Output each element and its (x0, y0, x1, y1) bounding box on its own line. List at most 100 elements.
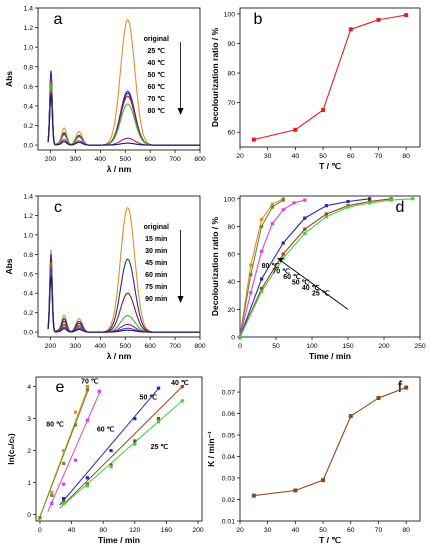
data-point (260, 217, 264, 222)
data-point (270, 202, 274, 206)
data-point (85, 385, 89, 389)
data-point (346, 205, 350, 209)
x-axis-label: T / ℃ (319, 161, 341, 171)
data-point (156, 420, 161, 424)
x-tick-label: 200 (192, 527, 204, 534)
data-point (73, 410, 78, 414)
trend-arrow (277, 257, 349, 310)
y-tick-label: 2 (27, 448, 31, 455)
x-tick-label: 600 (144, 343, 156, 350)
x-tick-label: 50 (272, 343, 280, 350)
y-tick-label: 0.4 (24, 291, 34, 298)
plot-frame (37, 195, 201, 338)
y-tick-label: 100 (224, 11, 236, 18)
x-tick-label: 100 (306, 343, 318, 350)
legend-label: original (144, 36, 169, 43)
y-tick-label: 0.8 (24, 252, 34, 259)
legend-label: original (144, 224, 169, 231)
data-point (249, 273, 253, 277)
data-point (109, 465, 113, 469)
data-point (62, 482, 66, 486)
series-label: 70 ℃ (81, 377, 99, 385)
data-point (368, 197, 372, 201)
series-annotation: 25 ℃ (312, 290, 330, 298)
y-tick-label: 60 (227, 252, 235, 259)
x-tick-label: 800 (194, 343, 206, 350)
trend-arrow-head (177, 108, 184, 115)
panel-letter: d (396, 199, 405, 216)
y-tick-label: 0.01 (222, 519, 235, 526)
y-tick-label: 0.2 (24, 123, 34, 130)
y-tick-label: 0.02 (222, 497, 235, 504)
x-tick-label: 80 (99, 527, 107, 534)
y-tick-label: 1.2 (24, 25, 34, 32)
data-point (303, 216, 307, 220)
legend-label: 90 min (145, 296, 167, 303)
series-label: 50 ℃ (140, 393, 158, 401)
data-point (404, 385, 409, 390)
spectrum-line (47, 271, 200, 333)
series-annotation: 60 ℃ (283, 273, 301, 281)
data-point (260, 289, 264, 293)
x-tick-label: 80 (402, 527, 410, 534)
data-point (50, 493, 54, 497)
x-axis-label: Time / min (309, 351, 351, 361)
series-line (239, 198, 392, 338)
y-tick-label: 0 (27, 512, 31, 519)
x-tick-label: 250 (414, 343, 426, 350)
x-tick-label: 200 (45, 156, 57, 163)
y-tick-label: 1.4 (24, 6, 34, 13)
y-tick-label: 80 (227, 71, 235, 78)
x-tick-label: 30 (264, 153, 272, 160)
data-point (133, 442, 137, 446)
plot-frame (37, 7, 201, 151)
data-point (303, 227, 307, 231)
x-tick-label: 60 (347, 527, 355, 534)
data-point (281, 241, 285, 245)
panel-c: 200 300 400 500 600 700 800 0.0 0.2 0.4 0.6 0.8 1.0 1… (4, 194, 206, 362)
y-tick-label: 0.6 (24, 271, 34, 278)
y-tick-label: 70 (227, 100, 235, 107)
fit-line (59, 384, 185, 509)
data-point (303, 231, 307, 235)
data-point (50, 490, 54, 494)
fit-line (59, 399, 185, 509)
data-point (348, 27, 353, 32)
y-axis-label: ln(c₀/cₜ) (6, 433, 16, 465)
data-point (260, 287, 264, 291)
x-tick-label: 40 (292, 527, 300, 534)
plot-frame (35, 376, 203, 522)
data-point (292, 201, 296, 205)
x-tick-label: 500 (120, 343, 132, 350)
data-point (270, 222, 274, 226)
y-tick-label: 100 (224, 196, 236, 203)
data-point (62, 497, 66, 501)
panel-e: 0 40 80 120 160 200 0 1 2 3 4 Time / min ln(c₀/cₜ) e 8… (6, 376, 204, 545)
plot-frame (239, 195, 421, 338)
data-point (62, 501, 66, 505)
x-axis-label: Time / min (98, 535, 140, 545)
data-point (260, 249, 264, 253)
y-tick-label: 40 (227, 279, 235, 286)
y-tick-label: 0.8 (24, 64, 34, 71)
legend-label: 15 min (145, 236, 167, 243)
panel-f: 20 30 40 50 60 70 80 0.01 0.02 0.03 0.04 0.05 0.06 0.… (206, 376, 421, 545)
x-tick-label: 20 (236, 153, 244, 160)
y-tick-label: 0.2 (24, 310, 34, 317)
data-point (404, 13, 409, 18)
data-point (85, 476, 89, 480)
data-point (156, 386, 161, 390)
data-point (38, 516, 42, 520)
spectra-lines (47, 19, 200, 146)
x-tick-label: 600 (144, 156, 156, 163)
data-point (321, 108, 326, 113)
y-tick-label: 1.2 (24, 213, 34, 220)
y-tick-label: 0.0 (24, 330, 34, 337)
data-point (251, 137, 256, 142)
data-point (368, 201, 372, 205)
data-point (133, 417, 137, 421)
data-point (180, 385, 184, 389)
y-tick-label: 60 (227, 130, 235, 137)
data-point (324, 204, 328, 208)
